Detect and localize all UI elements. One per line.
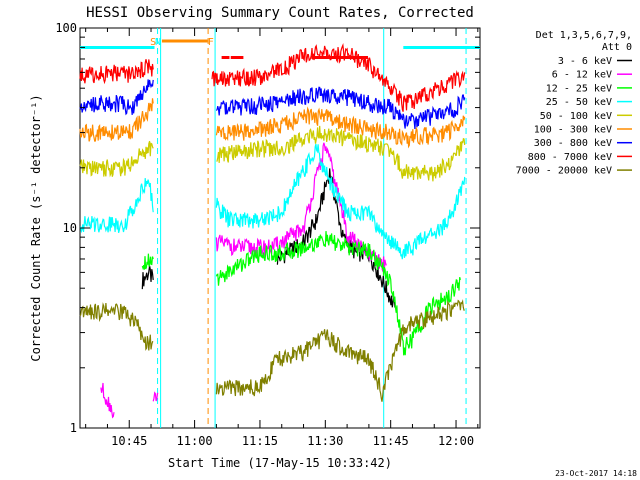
legend-label: 800 - 7000 keV (528, 152, 612, 163)
legend-label: 50 - 100 keV (540, 111, 612, 122)
legend-label: 100 - 300 keV (534, 125, 612, 136)
y-axis-label: Corrected Count Rate (s⁻¹ detector⁻¹) (29, 94, 43, 361)
plot-frame (79, 27, 481, 429)
series-12-25-keV (141, 231, 461, 356)
plot-area: SN F (79, 27, 481, 429)
y-tick-label: 1 (70, 421, 77, 435)
series-line (141, 253, 154, 271)
legend-header-line1: Det 1,3,5,6,7,9, (536, 30, 632, 41)
legend: Det 1,3,5,6,7,9, Att 0 3 - 6 keV 6 - 12 k… (516, 30, 632, 177)
series-line (276, 168, 396, 308)
series-line (79, 140, 154, 178)
x-axis: 10:45 11:00 11:15 11:30 11:45 12:00 (85, 28, 479, 448)
x-tick-label: 11:15 (242, 434, 278, 448)
legend-label: 300 - 800 keV (534, 138, 612, 149)
x-tick-label: 11:00 (177, 434, 213, 448)
series-line (216, 125, 466, 182)
series-line (79, 59, 154, 85)
legend-label: 6 - 12 keV (552, 70, 612, 81)
x-tick-label: 10:45 (111, 434, 147, 448)
annotation-s: S (150, 37, 156, 48)
series-line (215, 106, 466, 149)
series-800-7000-keV (79, 43, 466, 112)
status-bars (80, 39, 480, 59)
series-line (152, 391, 159, 402)
series-layer (79, 43, 466, 419)
series-line (215, 231, 461, 356)
series-line (215, 86, 466, 129)
annotation-n: N (155, 37, 161, 48)
legend-label: 25 - 50 keV (546, 97, 612, 108)
legend-header-line2: Att 0 (602, 42, 632, 53)
annotation-f: F (208, 37, 214, 48)
series-3-6-keV (141, 168, 396, 308)
series-7000-20000-keV (79, 299, 465, 402)
y-tick-label: 10 (63, 221, 77, 235)
series-line (79, 79, 154, 116)
y-axis: 1 10 100 (55, 21, 480, 435)
vertical-lines (157, 28, 467, 428)
chart-title: HESSI Observing Summary Count Rates, Cor… (86, 5, 474, 21)
series-line (211, 43, 466, 112)
legend-label: 12 - 25 keV (546, 83, 612, 94)
series-50-100-keV (79, 125, 466, 182)
series-line (215, 143, 466, 260)
series-6-12-keV (100, 142, 387, 419)
x-tick-label: 11:45 (373, 434, 409, 448)
series-line (215, 299, 465, 402)
annotation-layer: SN F (150, 37, 214, 48)
y-tick-label: 100 (55, 21, 77, 35)
timestamp: 23-Oct-2017 14:18 (555, 469, 637, 478)
x-tick-label: 12:00 (438, 434, 474, 448)
series-300-800-keV (79, 79, 466, 129)
series-line (79, 98, 154, 142)
series-line (141, 265, 154, 290)
series-100-300-keV (79, 98, 466, 149)
x-axis-label: Start Time (17-May-15 10:33:42) (168, 456, 392, 470)
series-line (215, 142, 387, 274)
series-line (79, 178, 154, 234)
legend-label: 7000 - 20000 keV (516, 166, 612, 177)
series-25-50-keV (79, 143, 466, 260)
legend-label: 3 - 6 keV (558, 56, 612, 67)
series-line (79, 302, 154, 351)
x-tick-label: 11:30 (307, 434, 343, 448)
series-line (100, 382, 115, 419)
